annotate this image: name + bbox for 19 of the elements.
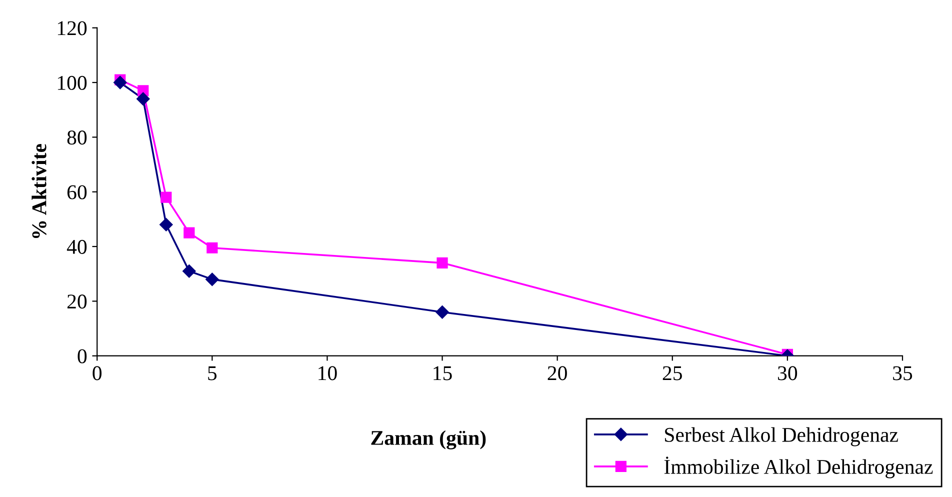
x-tick-label: 5 bbox=[208, 366, 217, 380]
x-tick-label: 35 bbox=[893, 366, 912, 380]
x-tick-label: 0 bbox=[92, 366, 102, 380]
x-tick-label: 10 bbox=[318, 366, 337, 380]
x-tick-label: 30 bbox=[778, 366, 798, 380]
x-axis-title: Zaman (gün) bbox=[371, 430, 486, 450]
legend-label: İmmobilize Alkol Dehidrogenaz bbox=[664, 456, 933, 478]
y-tick-label: 20 bbox=[67, 294, 87, 309]
y-tick-label: 80 bbox=[67, 130, 87, 145]
y-tick-label: 40 bbox=[66, 240, 87, 254]
y-tick-label: 120 bbox=[58, 21, 87, 36]
x-tick-label: 20 bbox=[548, 366, 567, 380]
legend-label: Serbest Alkol Dehidrogenaz bbox=[665, 427, 898, 446]
y-tick-label: 60 bbox=[67, 185, 87, 200]
y-tick-label: 100 bbox=[58, 76, 87, 90]
x-tick-label: 25 bbox=[662, 366, 682, 380]
y-tick-label: 0 bbox=[78, 349, 87, 364]
y-axis-title: % Aktivite bbox=[32, 144, 46, 238]
x-tick-label: 15 bbox=[434, 366, 452, 380]
